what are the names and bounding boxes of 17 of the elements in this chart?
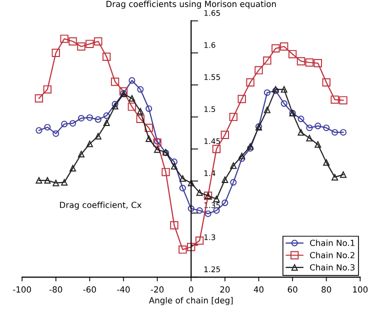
legend-label: Chain No.2 — [310, 252, 354, 258]
y-axis-title: Drag coefficient, Cx — [60, 202, 142, 210]
chart-title: Drag coefficients using Morison equation — [106, 0, 276, 9]
x-axis-title: Angle of chain [deg] — [148, 297, 233, 306]
x-tick-label: -80 — [49, 286, 62, 293]
x-tick-label: -20 — [150, 286, 164, 293]
x-tick-label: 20 — [220, 286, 230, 293]
x-tick-label: 0 — [189, 286, 194, 293]
legend-label: Chain No.1 — [310, 240, 354, 246]
x-tick-label: 60 — [288, 286, 298, 293]
x-tick-label: 100 — [353, 286, 368, 293]
x-tick-label: -60 — [83, 286, 96, 293]
legend-label: Chain No.3 — [310, 264, 354, 271]
x-tick-label: -100 — [13, 286, 31, 293]
x-tick-label: -40 — [117, 286, 130, 293]
x-tick-label: 80 — [322, 286, 332, 293]
x-tick-label: 40 — [254, 286, 264, 293]
